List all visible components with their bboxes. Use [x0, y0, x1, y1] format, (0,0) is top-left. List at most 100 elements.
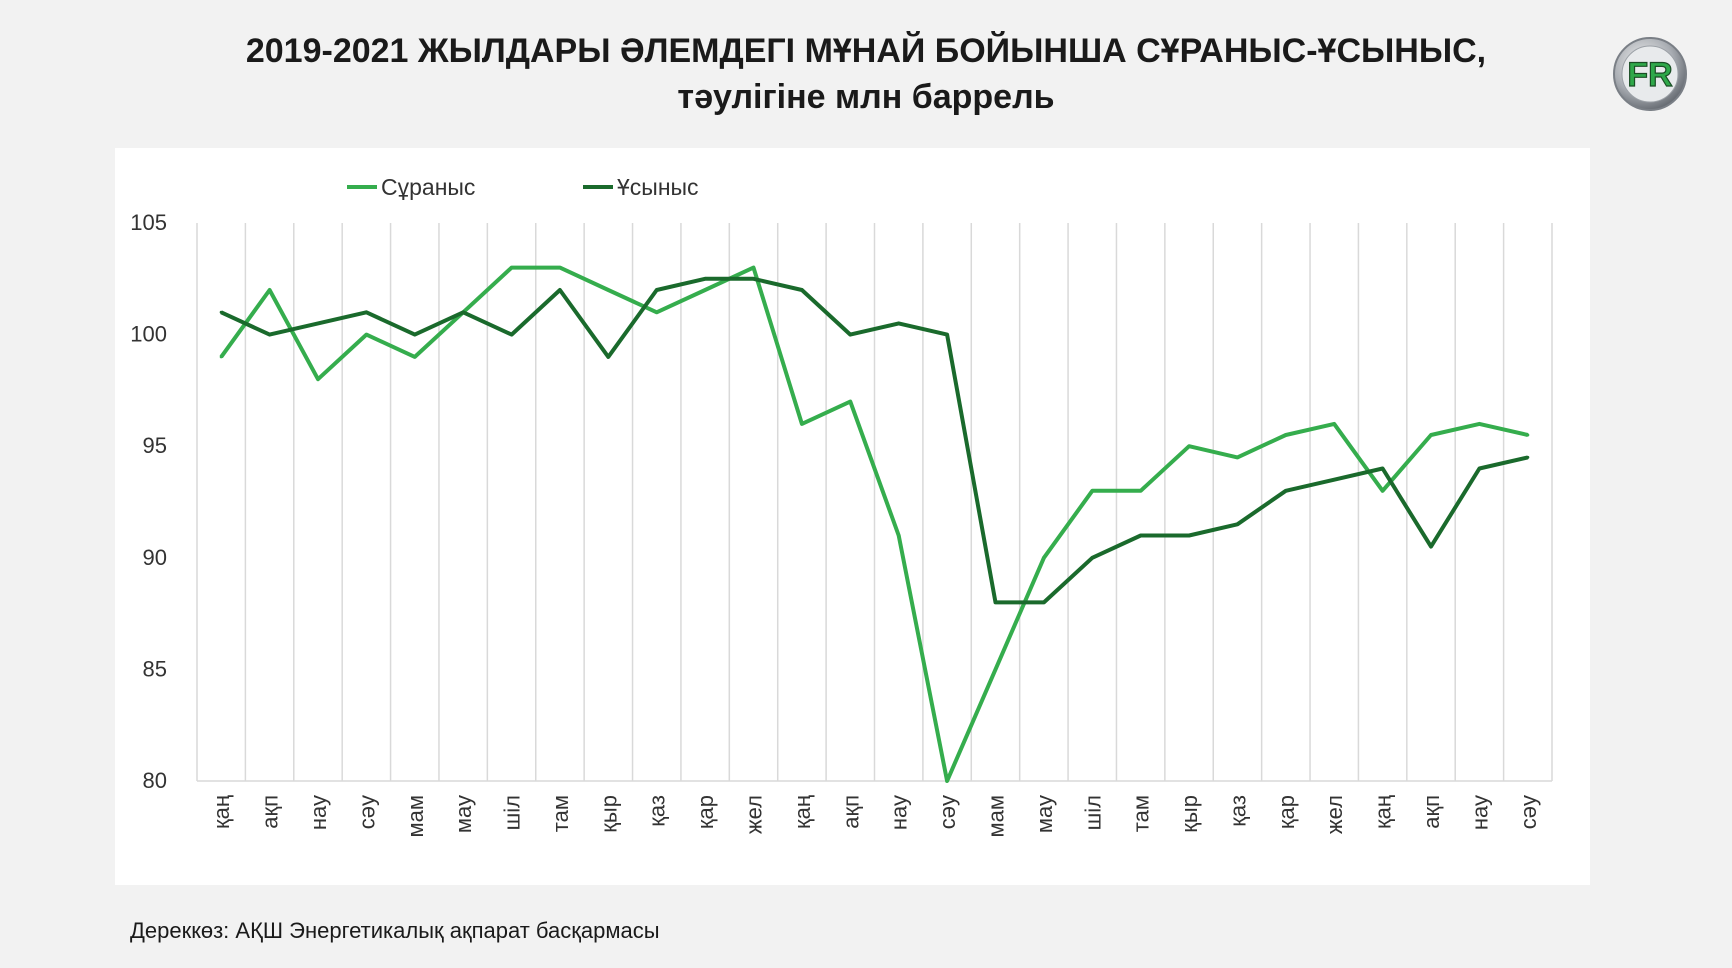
x-tick-label: сәу: [1516, 795, 1541, 829]
data-point: [1284, 433, 1288, 437]
data-point: [558, 288, 562, 292]
data-point: [316, 377, 320, 381]
x-tick-label: там: [548, 795, 573, 832]
x-tick-label: нау: [887, 795, 912, 830]
data-point: [897, 533, 901, 537]
x-tick-label: ақп: [1419, 795, 1444, 829]
data-point: [993, 600, 997, 604]
x-tick-label: мам: [983, 795, 1008, 838]
data-point: [1429, 433, 1433, 437]
data-point: [1235, 455, 1239, 459]
logo: FR: [1613, 37, 1687, 111]
data-point: [268, 288, 272, 292]
data-point: [1187, 444, 1191, 448]
data-point: [993, 667, 997, 671]
data-point: [1235, 522, 1239, 526]
x-tick-label: ақп: [838, 795, 863, 829]
title-line-2: тәулігіне млн баррель: [677, 78, 1055, 116]
x-tick-label: қыр: [1177, 795, 1202, 833]
x-tick-label: сәу: [935, 795, 960, 829]
legend-item: Сұраныс: [347, 174, 475, 200]
data-point: [1526, 455, 1530, 459]
y-tick-label: 80: [143, 768, 167, 793]
y-tick-label: 90: [143, 545, 167, 570]
data-point: [1042, 600, 1046, 604]
x-tick-label: шіл: [1080, 795, 1105, 830]
data-point: [800, 422, 804, 426]
data-point: [364, 310, 368, 314]
data-point: [364, 333, 368, 337]
x-tick-label: қаң: [790, 795, 815, 829]
data-point: [897, 321, 901, 325]
data-point: [510, 266, 514, 270]
data-point: [1042, 556, 1046, 560]
legend-item: Ұсыныс: [583, 174, 699, 200]
data-point: [1090, 489, 1094, 493]
x-tick-label: ақп: [258, 795, 283, 829]
data-point: [1090, 556, 1094, 560]
data-point: [848, 333, 852, 337]
data-point: [655, 310, 659, 314]
legend: Сұраныс Ұсыныс: [347, 174, 699, 200]
data-point: [1381, 489, 1385, 493]
data-point: [1381, 467, 1385, 471]
chart-panel: 80 85 90 95 100 105 қаң ақп нау сәу мам мау шіл там қ…: [115, 148, 1590, 885]
x-tick-label: қаз: [645, 795, 670, 827]
data-point: [558, 266, 562, 270]
x-tick-label: шіл: [500, 795, 525, 830]
source-note: Дереккөз: АҚШ Энергетикалық ақпарат басқ…: [130, 918, 660, 943]
x-tick-label: мам: [403, 795, 428, 838]
data-point: [752, 277, 756, 281]
y-tick-labels: 80 85 90 95 100 105: [130, 210, 167, 793]
x-tick-label: қаз: [1225, 795, 1250, 827]
y-tick-label: 100: [130, 322, 167, 347]
data-point: [413, 333, 417, 337]
x-tick-label: мау: [1032, 795, 1057, 833]
x-tick-labels: қаң ақп нау сәу мам мау шіл там қыр қаз қар жел қаң а…: [209, 795, 1541, 838]
data-point: [655, 288, 659, 292]
y-tick-label: 95: [143, 433, 167, 458]
data-point: [510, 333, 514, 337]
data-point: [606, 355, 610, 359]
x-tick-label: жел: [1322, 795, 1347, 834]
data-point: [1526, 433, 1530, 437]
x-tick-label: қар: [693, 795, 718, 829]
series-line-supply: [220, 276, 1529, 605]
x-tick-label: мау: [451, 795, 476, 833]
data-point: [703, 288, 707, 292]
x-tick-label: сәу: [354, 795, 379, 829]
data-point: [316, 321, 320, 325]
x-tick-label: жел: [742, 795, 767, 834]
x-tick-label: қаң: [1371, 795, 1396, 829]
data-point: [945, 333, 949, 337]
data-point: [1187, 533, 1191, 537]
data-point: [606, 288, 610, 292]
data-point: [219, 310, 223, 314]
series-line-demand: [219, 265, 1529, 783]
chart-title: 2019-2021 ЖЫЛДАРЫ ӘЛЕМДЕГІ МҰНАЙ БОЙЫНША…: [0, 28, 1732, 120]
data-point: [800, 288, 804, 292]
data-point: [1332, 422, 1336, 426]
legend-label: Сұраныс: [381, 174, 475, 200]
data-point: [461, 310, 465, 314]
series-lines: [219, 265, 1530, 783]
legend-label: Ұсыныс: [617, 174, 699, 200]
x-tick-label: қаң: [209, 795, 234, 829]
data-point: [752, 266, 756, 270]
title-line-1: 2019-2021 ЖЫЛДАРЫ ӘЛЕМДЕГІ МҰНАЙ БОЙЫНША…: [245, 32, 1487, 70]
y-tick-label: 85: [143, 656, 167, 681]
data-point: [1477, 422, 1481, 426]
data-point: [1139, 489, 1143, 493]
data-point: [268, 333, 272, 337]
logo-text: FR: [1627, 56, 1672, 94]
data-point: [1139, 533, 1143, 537]
data-point: [413, 355, 417, 359]
data-point: [1284, 489, 1288, 493]
grid-lines: [196, 223, 1553, 781]
data-point: [1477, 467, 1481, 471]
data-point: [848, 400, 852, 404]
x-tick-label: қыр: [596, 795, 621, 833]
data-point: [219, 355, 223, 359]
x-tick-label: қар: [1274, 795, 1299, 829]
